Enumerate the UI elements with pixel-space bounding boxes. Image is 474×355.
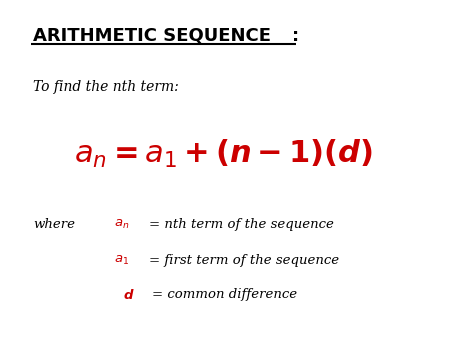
Text: $\boldsymbol{d}$: $\boldsymbol{d}$ <box>123 288 135 301</box>
Text: To find the nth term:: To find the nth term: <box>33 80 179 94</box>
Text: = first term of the sequence: = first term of the sequence <box>149 254 339 267</box>
Text: = common difference: = common difference <box>152 288 297 301</box>
Text: where: where <box>33 218 75 231</box>
Text: $\boldsymbol{a_n = a_1 + (n-1)(d)}$: $\boldsymbol{a_n = a_1 + (n-1)(d)}$ <box>73 138 372 170</box>
Text: = nth term of the sequence: = nth term of the sequence <box>149 218 334 231</box>
Text: $\boldsymbol{a_n}$: $\boldsymbol{a_n}$ <box>114 218 129 231</box>
Text: ARITHMETIC SEQUENCE: ARITHMETIC SEQUENCE <box>33 27 271 45</box>
Text: :: : <box>292 27 299 45</box>
Text: $\boldsymbol{a_1}$: $\boldsymbol{a_1}$ <box>114 254 129 267</box>
